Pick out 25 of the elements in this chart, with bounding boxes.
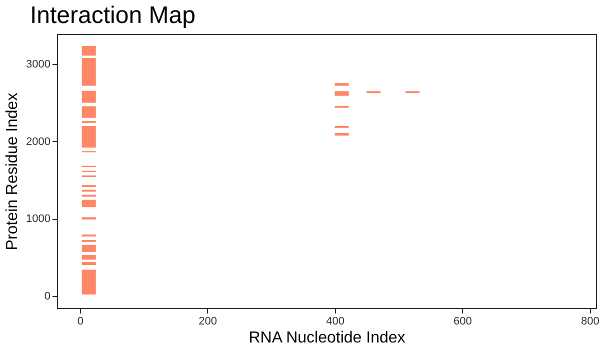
y-tick-label: 0 (44, 290, 50, 303)
x-tick-label: 600 (454, 316, 472, 328)
y-axis-title: Protein Residue Index (4, 92, 22, 250)
bar (334, 91, 349, 96)
bar (334, 83, 349, 86)
x-tick-label: 200 (198, 316, 218, 328)
x-tick-label: 400 (326, 316, 344, 328)
x-tick-label: 0 (77, 316, 84, 328)
bar (82, 126, 96, 148)
bar (82, 245, 96, 252)
bar (82, 262, 96, 266)
bar (82, 46, 96, 56)
bar (82, 200, 96, 208)
chart-title: Interaction Map (30, 2, 196, 29)
x-axis-title: RNA Nucleotide Index (248, 330, 406, 346)
y-tick-label: 3000 (26, 58, 50, 71)
bar (82, 106, 96, 118)
bar (82, 255, 96, 260)
bar (82, 90, 96, 103)
x-tick-label: 800 (580, 316, 600, 328)
bar (82, 58, 96, 86)
bar (334, 132, 349, 136)
bar (82, 270, 96, 294)
y-tick-label: 2000 (26, 136, 50, 148)
y-tick-label: 1000 (26, 213, 50, 226)
